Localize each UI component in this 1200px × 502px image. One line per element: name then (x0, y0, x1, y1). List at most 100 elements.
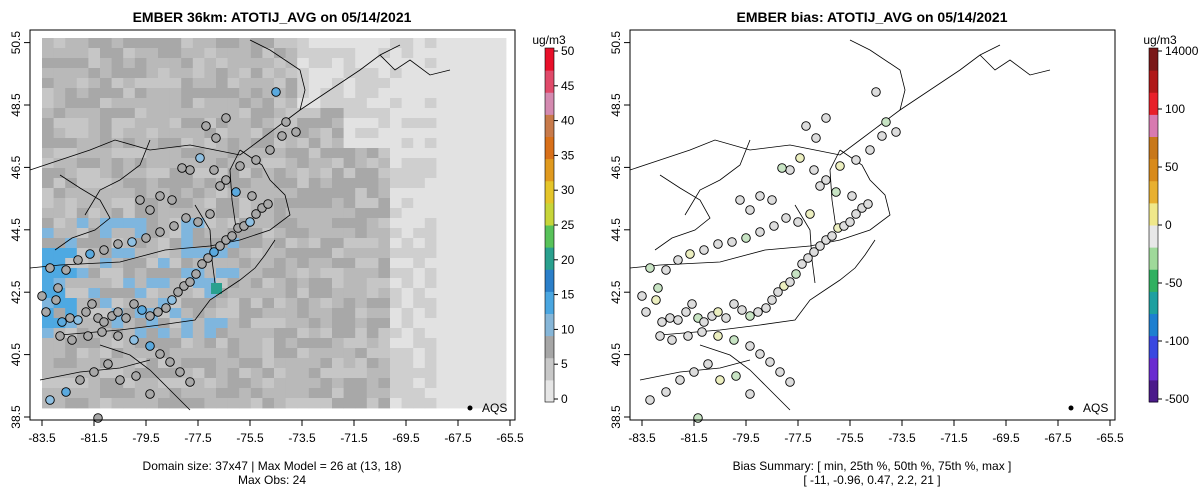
grid-cell (250, 138, 263, 149)
grid-cell (285, 398, 298, 409)
grid-cell (332, 58, 344, 69)
grid-cell (169, 308, 182, 319)
grid-cell (320, 58, 333, 69)
grid-cell (88, 288, 101, 299)
grid-cell (320, 318, 333, 329)
grid-cell (146, 168, 159, 179)
grid-cell (158, 258, 170, 269)
grid-cell (494, 378, 507, 389)
grid-cell (123, 178, 136, 189)
colorbar-tick-label: 10 (561, 322, 575, 336)
site-marker (781, 213, 791, 223)
grid-cell (459, 278, 472, 289)
grid-cell (76, 348, 89, 359)
colorbar-swatch (1149, 313, 1158, 337)
site-marker (803, 253, 813, 263)
grid-cell (482, 108, 495, 119)
grid-cell (250, 48, 263, 59)
grid-cell (401, 378, 414, 389)
grid-cell (111, 188, 124, 199)
site-marker (99, 317, 109, 327)
grid-cell (401, 368, 414, 379)
grid-cell (448, 228, 460, 239)
grid-cell (366, 278, 379, 289)
grid-cell (482, 48, 495, 59)
site-marker (835, 161, 845, 171)
grid-cell (158, 148, 170, 159)
grid-cell (448, 58, 460, 69)
grid-cell (378, 188, 391, 199)
grid-cell (123, 158, 136, 169)
grid-cell (100, 38, 112, 49)
grid-cell (285, 238, 298, 249)
grid-cell (355, 278, 368, 289)
y-tick-label: 44.5 (609, 218, 623, 242)
grid-cell (250, 178, 263, 189)
site-marker (93, 413, 103, 423)
grid-cell (366, 138, 379, 149)
grid-cell (308, 358, 321, 369)
grid-cell (320, 168, 333, 179)
boundary-line (39, 359, 151, 381)
grid-cell (181, 318, 194, 329)
grid-cell (146, 58, 159, 69)
grid-cell (332, 248, 344, 259)
grid-cell (111, 98, 124, 109)
grid-cell (413, 188, 426, 199)
grid-cell (459, 318, 472, 329)
grid-cell (250, 328, 263, 339)
colorbar-tick-label: 0 (1165, 218, 1172, 232)
grid-cell (192, 168, 205, 179)
grid-cell (332, 238, 344, 249)
site-marker (845, 217, 855, 227)
grid-cell (355, 398, 368, 409)
grid-cell (471, 128, 484, 139)
grid-cell (297, 188, 310, 199)
grid-cell (390, 378, 402, 389)
grid-cell (308, 38, 321, 49)
grid-cell (436, 178, 449, 189)
grid-cell (192, 178, 205, 189)
grid-cell (181, 148, 194, 159)
grid-cell (320, 338, 333, 349)
grid-cell (239, 348, 252, 359)
grid-cell (250, 128, 263, 139)
site-marker (821, 113, 831, 123)
grid-cell (181, 128, 194, 139)
site-marker (45, 263, 55, 273)
grid-cell (239, 288, 252, 299)
grid-cell (378, 158, 391, 169)
grid-cell (53, 338, 66, 349)
grid-cell (355, 258, 368, 269)
grid-cell (158, 128, 170, 139)
grid-cell (181, 228, 194, 239)
grid-cell (274, 358, 286, 369)
grid-cell (53, 298, 66, 309)
grid-cell (262, 38, 275, 49)
site-marker (865, 145, 875, 155)
grid-cell (401, 168, 414, 179)
grid-cell (123, 298, 136, 309)
site-marker (735, 195, 745, 205)
colorbar-swatch (1149, 92, 1158, 115)
grid-cell (285, 298, 298, 309)
grid-cell (401, 228, 414, 239)
grid-cell (192, 398, 205, 409)
grid-cell (448, 248, 460, 259)
grid-cell (100, 368, 112, 379)
site-marker (827, 231, 837, 241)
grid-cell (169, 178, 182, 189)
boundary-line (654, 174, 711, 251)
grid-cell (181, 398, 194, 409)
grid-cell (413, 248, 426, 259)
grid-cell (192, 78, 205, 89)
grid-cell (53, 368, 66, 379)
grid-cell (424, 388, 437, 399)
grid-cell (297, 338, 310, 349)
grid-cell (390, 88, 402, 99)
grid-cell (123, 328, 136, 339)
grid-cell (366, 248, 379, 259)
grid-cell (390, 68, 402, 79)
grid-cell (320, 178, 333, 189)
